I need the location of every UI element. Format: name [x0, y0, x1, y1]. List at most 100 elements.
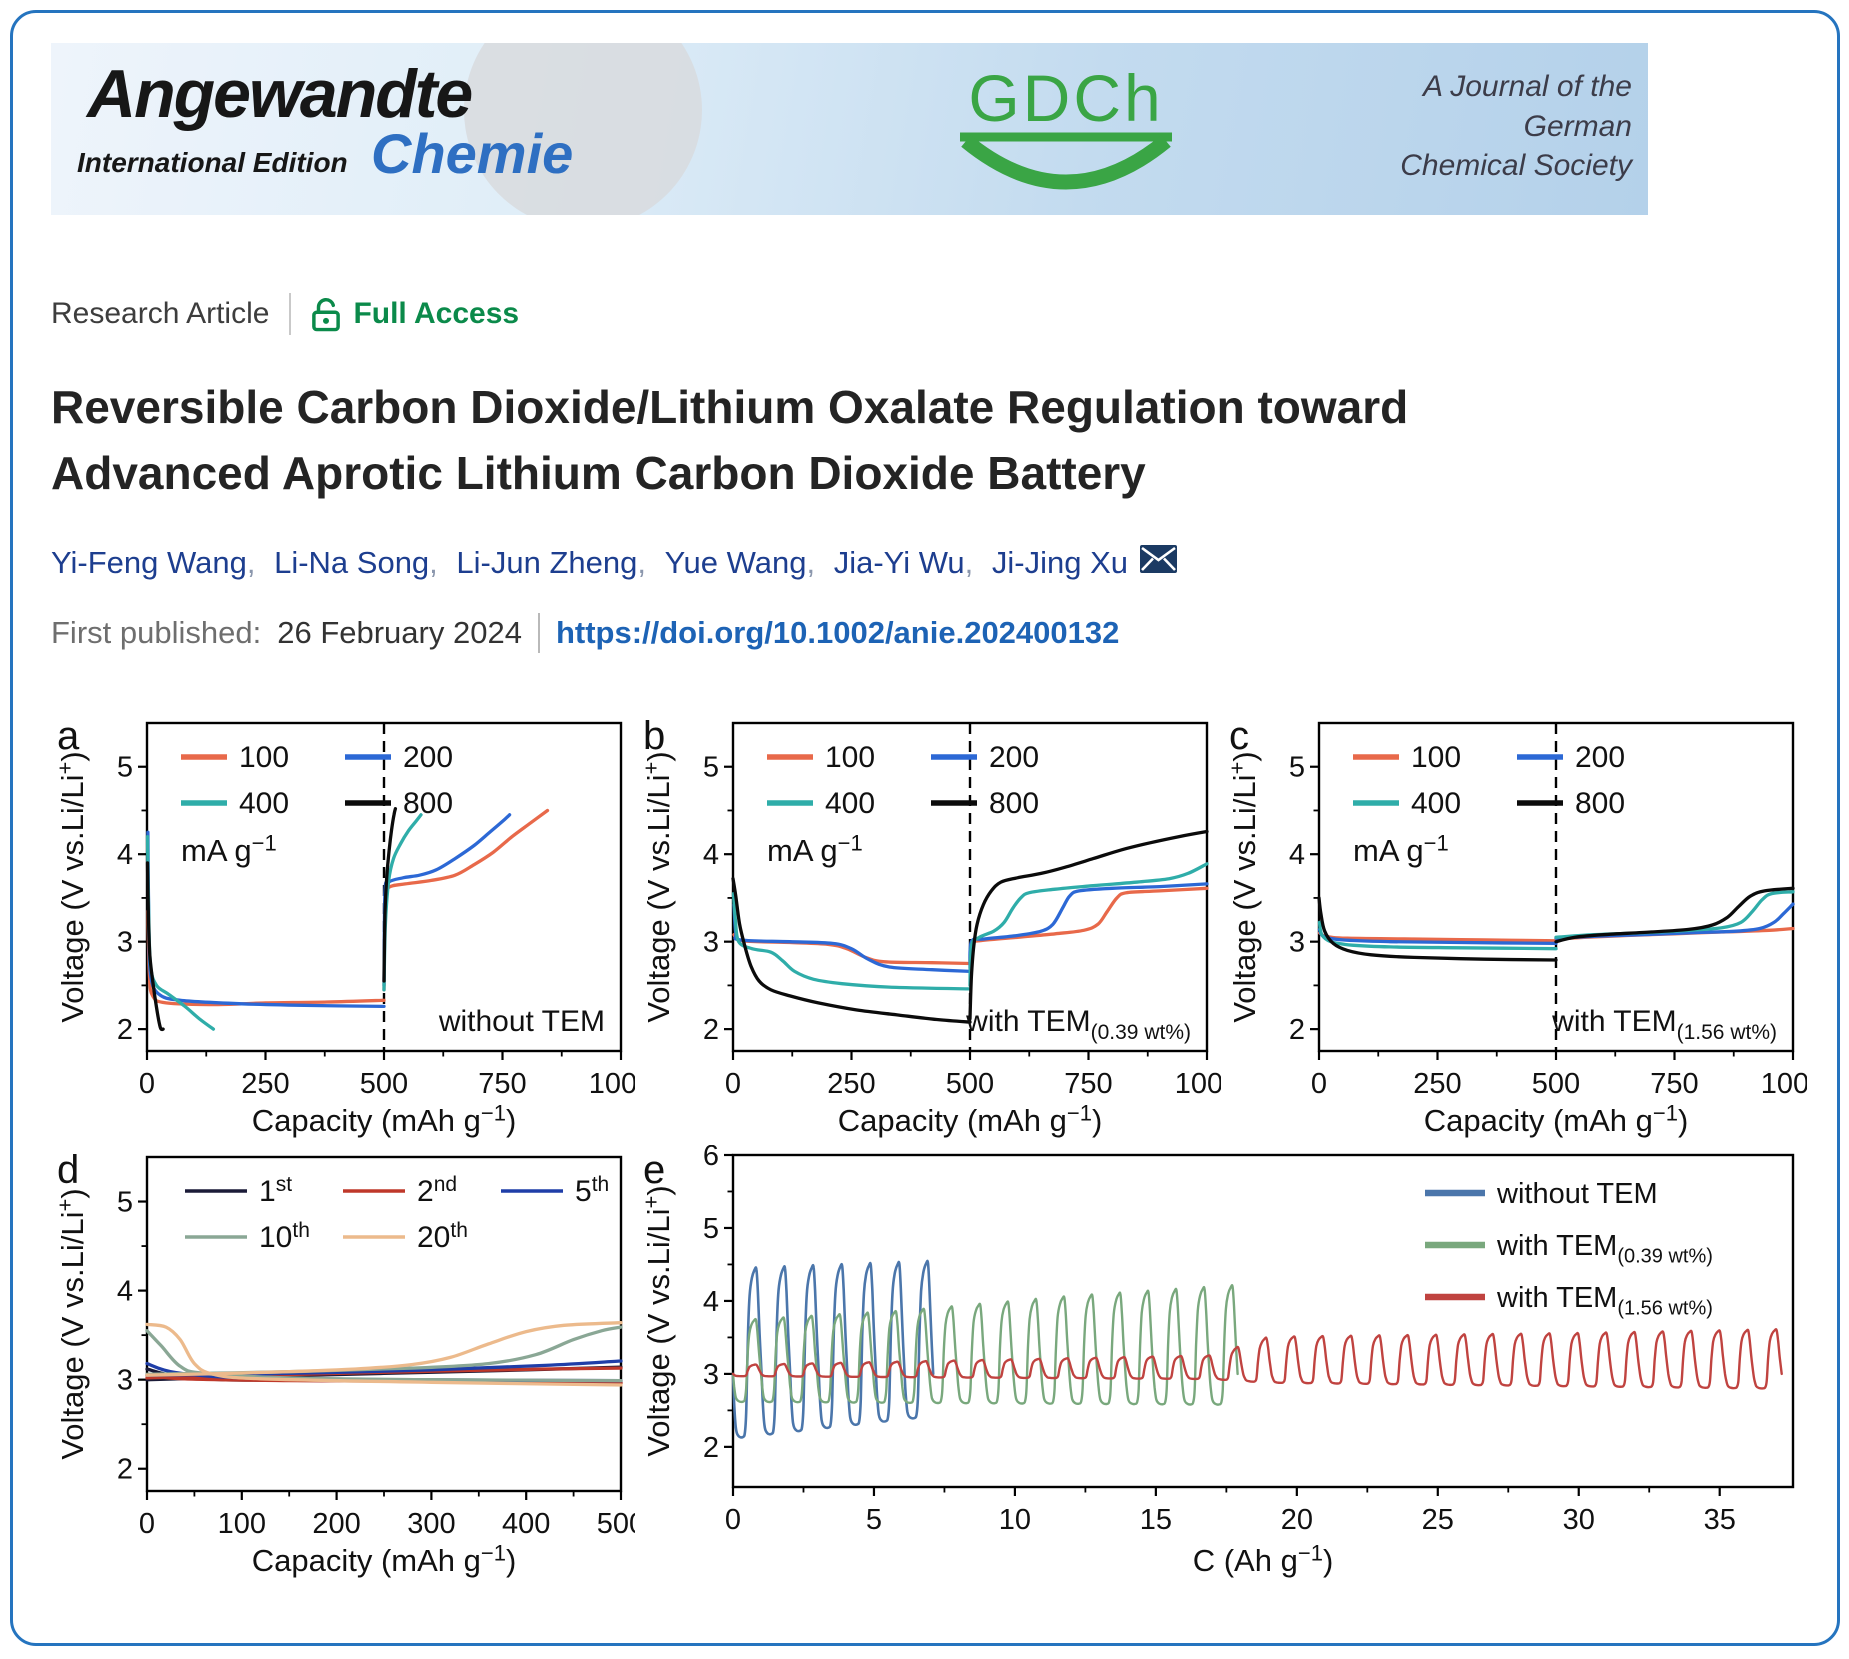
access-badge[interactable]: Full Access: [311, 296, 519, 332]
y-tick-label: 5: [703, 1212, 719, 1244]
x-tick-label: 0: [1311, 1068, 1327, 1100]
figure-row-2: 01002003004005002345Capacity (mAh g−1)Vo…: [53, 1145, 1809, 1581]
series-200: [732, 902, 972, 973]
legend-label: 100: [239, 741, 289, 774]
article-card: Angewandte International Edition Chemie …: [10, 10, 1840, 1646]
author-separator: ,: [806, 544, 824, 580]
figure-1: 025050075010002345Capacity (mAh g−1)Volt…: [53, 711, 1809, 1581]
x-tick-label: 15: [1140, 1504, 1172, 1536]
x-tick-label: 500: [946, 1068, 994, 1100]
x-tick-label: 750: [1650, 1068, 1698, 1100]
access-label[interactable]: Full Access: [353, 297, 520, 330]
legend-label: 100: [1411, 741, 1461, 774]
figure-row-1: 025050075010002345Capacity (mAh g−1)Volt…: [53, 711, 1809, 1141]
x-tick-label: 0: [139, 1508, 155, 1540]
series-100: [382, 808, 550, 991]
x-axis-title: Capacity (mAh g−1): [252, 1540, 517, 1578]
author-separator: ,: [246, 544, 265, 580]
series-400: [731, 891, 972, 991]
author-link[interactable]: Ji-Jing Xu: [991, 544, 1128, 580]
x-tick-label: 20: [1281, 1504, 1313, 1536]
y-tick-label: 2: [703, 1431, 719, 1463]
y-tick-label: 4: [117, 839, 133, 871]
journal-logo-angewandte: Angewandte: [87, 56, 473, 132]
legend-label: 400: [239, 787, 289, 820]
x-tick-label: 500: [597, 1508, 635, 1540]
y-axis-title: Voltage (V vs.Li/Li+): [639, 751, 676, 1022]
author-link[interactable]: Yue Wang: [664, 544, 807, 580]
divider: [537, 612, 540, 653]
chart-panel-a: 0 250 500 750 1000 2 3 4 5 Capacity (mAh g−1) Volt…: [53, 714, 635, 1138]
divider: [289, 293, 292, 335]
authors-list: Yi-Feng Wang, Li-Na Song, Li-Jun Zheng, …: [51, 545, 1128, 581]
series-800: [382, 806, 398, 983]
article-content: Research Article Full Access Reversible …: [51, 249, 1809, 1581]
x-tick-label: 750: [478, 1068, 526, 1100]
series-20th: [145, 1320, 623, 1377]
legend-label: 200: [1575, 741, 1625, 774]
series-with-tem-1-56-wt-: [731, 1327, 1783, 1390]
x-tick-label: 1000: [1175, 1068, 1221, 1100]
legend-unit-label: mA g−1: [181, 830, 277, 868]
series-800: [731, 876, 972, 1024]
chart-panel-b: 0 250 500 750 1000 2 3 4 5 Capacity (mAh g−1) Volt…: [639, 714, 1221, 1138]
author-link[interactable]: Yi-Feng Wang: [51, 544, 247, 580]
legend-label: 800: [1575, 787, 1625, 820]
y-tick-label: 3: [1289, 926, 1305, 958]
author-link[interactable]: Li-Jun Zheng: [456, 544, 638, 580]
panel-label-e: e: [643, 1148, 665, 1192]
y-tick-label: 4: [117, 1275, 133, 1307]
x-tick-label: 5: [866, 1504, 882, 1536]
y-tick-label: 4: [703, 1285, 719, 1317]
legend-label: 2nd: [417, 1172, 457, 1207]
x-tick-label: 300: [407, 1508, 455, 1540]
y-axis-title: Voltage (V vs.Li/Li+): [53, 1188, 90, 1459]
series-200: [968, 881, 1209, 970]
x-tick-label: 1000: [589, 1068, 635, 1100]
legend-label: 400: [825, 787, 875, 820]
email-author-icon[interactable]: [1140, 544, 1177, 581]
y-tick-label: 6: [703, 1145, 719, 1172]
author-link[interactable]: Jia-Yi Wu: [833, 544, 965, 580]
x-tick-label: 0: [725, 1068, 741, 1100]
tagline-line1: A Journal of the: [1422, 70, 1632, 103]
annotation-label: with TEM(1.56 wt%): [1551, 1005, 1777, 1044]
x-tick-label: 1000: [1761, 1068, 1807, 1100]
legend-label: 400: [1411, 787, 1461, 820]
author-separator: ,: [429, 544, 447, 580]
y-tick-label: 5: [703, 751, 719, 783]
banner-decor-circle: [464, 43, 702, 215]
legend-label: 5th: [575, 1172, 609, 1207]
series-100: [968, 886, 1209, 963]
journal-banner: Angewandte International Edition Chemie …: [51, 43, 1648, 215]
y-tick-label: 5: [1289, 751, 1305, 783]
x-axis-title: C (Ah g−1): [1193, 1540, 1334, 1578]
author-link[interactable]: Li-Na Song: [274, 544, 430, 580]
series-800: [1554, 886, 1795, 943]
legend-unit-label: mA g−1: [767, 830, 863, 868]
legend-label: 800: [989, 787, 1039, 820]
x-tick-label: 30: [1563, 1504, 1595, 1536]
plot-frame: [731, 1153, 1795, 1488]
gdch-bowl-icon: [960, 132, 1172, 190]
x-tick-label: 250: [241, 1068, 289, 1100]
y-tick-label: 3: [703, 926, 719, 958]
x-tick-label: 100: [218, 1508, 266, 1540]
series-800: [968, 829, 1209, 1020]
publication-row: First published: 26 February 2024 https:…: [51, 612, 1809, 653]
x-tick-label: 500: [1532, 1068, 1580, 1100]
tagline-line2: German: [1523, 109, 1632, 143]
legend-label: 100: [825, 741, 875, 774]
series-with-tem-0-39-wt-: [731, 1283, 1239, 1406]
page-title: Reversible Carbon Dioxide/Lithium Oxalat…: [51, 381, 1409, 499]
x-tick-label: 0: [725, 1504, 741, 1536]
open-lock-icon: [312, 298, 341, 332]
doi-link[interactable]: https://doi.org/10.1002/anie.202400132: [555, 614, 1120, 650]
gdch-logo: GDCh: [941, 65, 1191, 196]
legend-label: 20th: [417, 1218, 468, 1253]
y-tick-label: 3: [117, 1364, 133, 1396]
y-axis-title: Voltage (V vs.Li/Li+): [1225, 751, 1262, 1022]
y-axis-title: Voltage (V vs.Li/Li+): [639, 1185, 676, 1456]
x-tick-label: 0: [139, 1068, 155, 1100]
x-tick-label: 10: [999, 1504, 1031, 1536]
